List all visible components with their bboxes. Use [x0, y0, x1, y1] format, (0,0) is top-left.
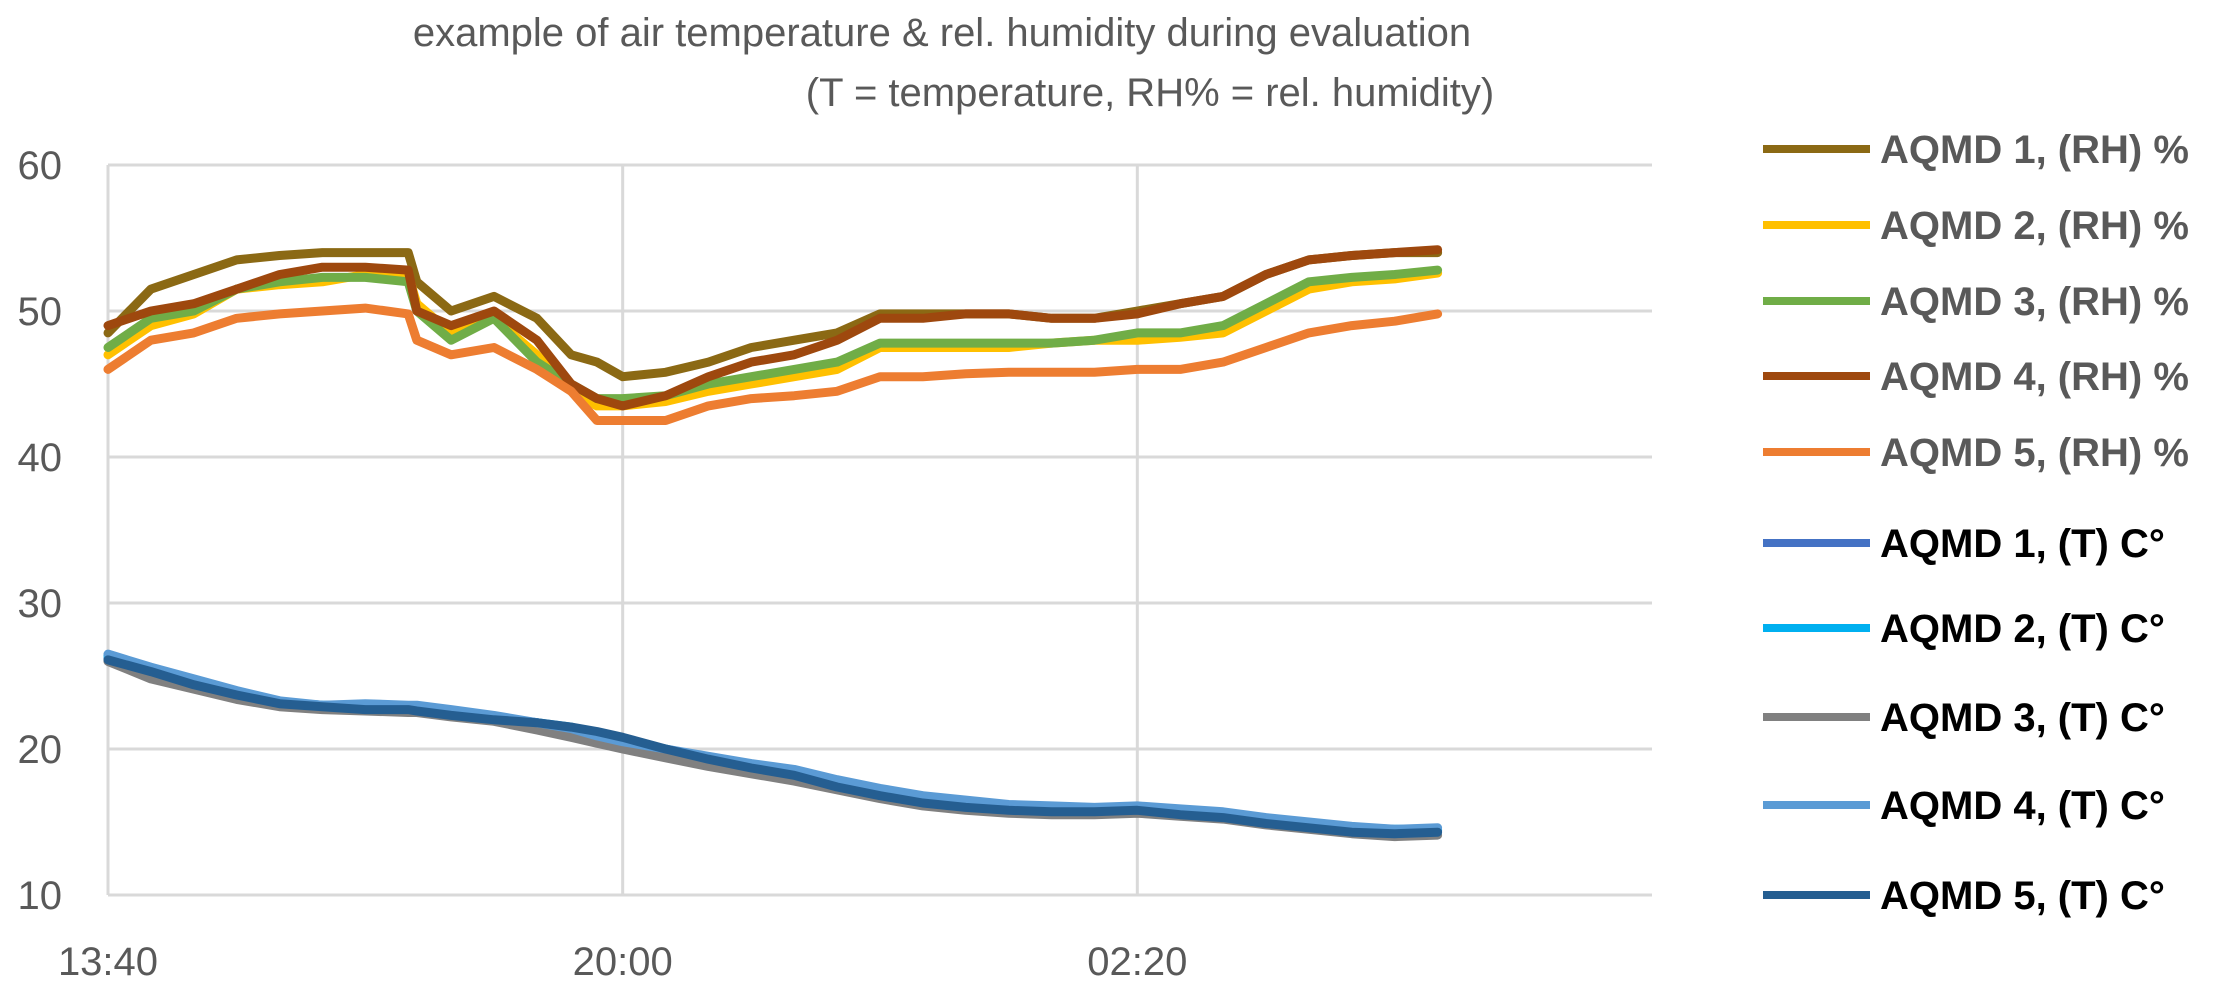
series-line-4 [103, 245, 1443, 411]
chart-subtitle: (T = temperature, RH% = rel. humidity) [806, 71, 1494, 115]
series-line-7 [103, 651, 1443, 834]
legend-label-8: AQMD 3, (T) C° [1880, 696, 2165, 740]
plot-lines [103, 245, 1443, 842]
series-line-10 [103, 655, 1443, 839]
legend-label-10: AQMD 5, (T) C° [1880, 874, 2165, 918]
chart-title: example of air temperature & rel. humidi… [413, 11, 1471, 55]
legend-label-7: AQMD 2, (T) C° [1880, 607, 2165, 651]
x-tick-label: 20:00 [573, 940, 673, 984]
legend: AQMD 1, (RH) % AQMD 2, (RH) % AQMD 3, (RH)… [1763, 128, 2189, 918]
y-tick-label: 40 [18, 436, 63, 480]
legend-label-2: AQMD 2, (RH) % [1880, 204, 2189, 248]
y-tick-label: 10 [18, 874, 63, 918]
x-tick-label: 13:40 [58, 940, 158, 984]
series-line-3 [103, 265, 1443, 404]
y-tick-label: 20 [18, 728, 63, 772]
y-tick-label: 50 [18, 290, 63, 334]
legend-label-6: AQMD 1, (T) C° [1880, 522, 2165, 566]
series-line-5 [103, 303, 1443, 425]
legend-label-9: AQMD 4, (T) C° [1880, 784, 2165, 828]
x-axis-ticks: 13:40 20:00 02:20 [58, 940, 1187, 984]
legend-label-4: AQMD 4, (RH) % [1880, 355, 2189, 399]
series-line-6 [103, 654, 1443, 837]
y-tick-label: 60 [18, 144, 63, 188]
legend-label-5: AQMD 5, (RH) % [1880, 431, 2189, 475]
series-line-9 [103, 649, 1443, 834]
x-tick-label: 02:20 [1087, 940, 1187, 984]
legend-label-3: AQMD 3, (RH) % [1880, 280, 2189, 324]
y-axis-ticks: 10 20 30 40 50 60 [18, 144, 63, 918]
y-tick-label: 30 [18, 582, 63, 626]
legend-label-1: AQMD 1, (RH) % [1880, 128, 2189, 172]
